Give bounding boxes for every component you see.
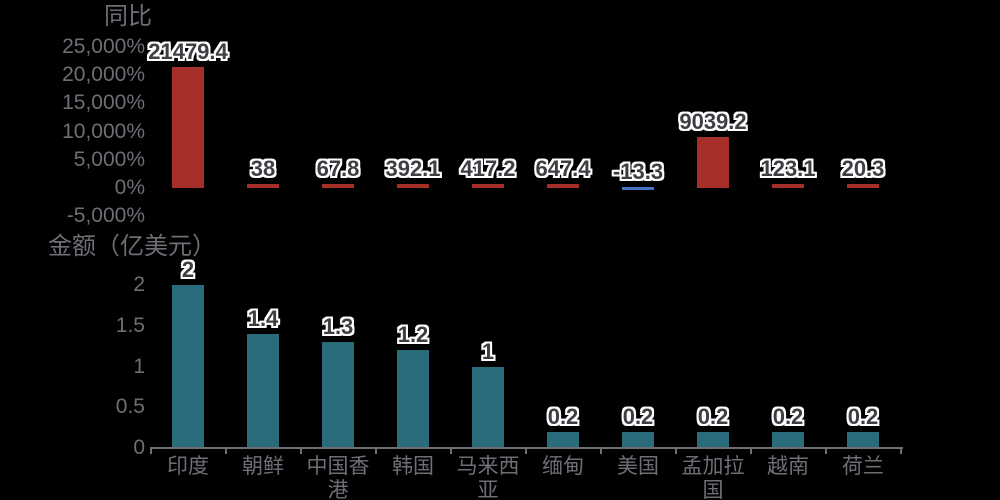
- value-label: 1.2: [397, 322, 429, 348]
- x-axis-tick-mark: [150, 449, 152, 454]
- value-label: 1.4: [247, 305, 279, 331]
- bar-中国香港: [322, 342, 354, 449]
- y-axis-tick-label: 20,000%: [62, 63, 145, 87]
- amount-chart-title: 金额（亿美元）: [48, 233, 216, 260]
- bar-孟加拉国: [697, 137, 729, 188]
- category-label-缅甸: 缅甸: [542, 455, 584, 478]
- category-label-荷兰: 荷兰: [842, 455, 884, 478]
- bar-缅甸: [547, 431, 579, 448]
- x-axis-tick-mark: [825, 449, 827, 454]
- y-axis-tick-label: 1.5: [115, 313, 145, 337]
- x-axis-tick-mark: [300, 449, 302, 454]
- bar-美国: [622, 431, 654, 448]
- value-label: 20.3: [841, 156, 885, 181]
- x-axis-tick-mark: [675, 449, 677, 454]
- value-label: 67.8: [316, 156, 360, 181]
- bar-印度: [172, 66, 204, 188]
- bar-荷兰: [847, 431, 879, 448]
- value-label: 1: [481, 338, 495, 364]
- value-label: 21479.4: [148, 38, 228, 64]
- category-label-中国香港: 中国香港: [306, 455, 370, 500]
- x-axis-tick-mark: [600, 449, 602, 454]
- value-label: 392.1: [385, 156, 441, 181]
- bar-缅甸: [547, 184, 579, 188]
- x-axis-line: [150, 447, 903, 449]
- category-label-越南: 越南: [767, 455, 809, 478]
- y-axis-tick-label: 5,000%: [73, 147, 145, 171]
- bar-孟加拉国: [697, 431, 729, 448]
- x-axis-tick-mark: [900, 449, 902, 454]
- category-label-韩国: 韩国: [392, 455, 434, 478]
- value-label: 123.1: [760, 156, 816, 181]
- y-axis-tick-label: 0%: [114, 176, 145, 199]
- bar-马来西亚: [472, 184, 504, 188]
- y-axis-tick-label: 10,000%: [62, 119, 145, 143]
- x-axis-tick-mark: [375, 449, 377, 454]
- value-label: 0.2: [772, 403, 804, 429]
- y-axis-tick-label: 0: [133, 436, 145, 459]
- value-label: 0.2: [622, 403, 654, 429]
- value-label: 0.2: [847, 403, 879, 429]
- value-label: 2: [181, 257, 195, 282]
- bar-马来西亚: [472, 366, 504, 448]
- y-axis-tick-label: 2: [133, 273, 145, 296]
- y-axis-tick-label: 1: [133, 354, 145, 378]
- x-axis-tick-mark: [750, 449, 752, 454]
- bar-美国: [622, 187, 654, 190]
- value-label: 0.2: [697, 403, 729, 429]
- category-label-印度: 印度: [167, 455, 209, 478]
- bar-荷兰: [847, 184, 879, 188]
- bar-朝鲜: [247, 184, 279, 188]
- y-axis-tick-label: 0.5: [115, 395, 145, 419]
- category-label-美国: 美国: [617, 455, 659, 478]
- x-axis-tick-mark: [225, 449, 227, 454]
- y-axis-tick-label: -5,000%: [66, 204, 145, 228]
- x-axis-tick-mark: [450, 449, 452, 454]
- category-label-孟加拉国: 孟加拉国: [681, 455, 745, 500]
- y-axis-tick-label: 25,000%: [62, 35, 145, 58]
- bar-韩国: [397, 184, 429, 188]
- value-label: 1.3: [322, 314, 354, 340]
- bar-印度: [172, 285, 204, 448]
- bar-越南: [772, 431, 804, 448]
- yoy-chart-title: 同比: [104, 3, 152, 30]
- x-axis-tick-mark: [525, 449, 527, 454]
- value-label: 647.4: [535, 156, 591, 181]
- bar-越南: [772, 184, 804, 188]
- category-label-朝鲜: 朝鲜: [242, 455, 284, 478]
- value-label: 9039.2: [679, 109, 747, 134]
- value-label: 38: [250, 156, 276, 181]
- bar-中国香港: [322, 184, 354, 188]
- value-label: 417.2: [460, 156, 516, 181]
- y-axis-tick-label: 15,000%: [62, 91, 145, 115]
- category-label-马来西亚: 马来西亚: [456, 455, 520, 500]
- bar-韩国: [397, 350, 429, 448]
- value-label: 0.2: [547, 403, 579, 429]
- value-label: -13.3: [612, 159, 664, 184]
- bar-朝鲜: [247, 333, 279, 448]
